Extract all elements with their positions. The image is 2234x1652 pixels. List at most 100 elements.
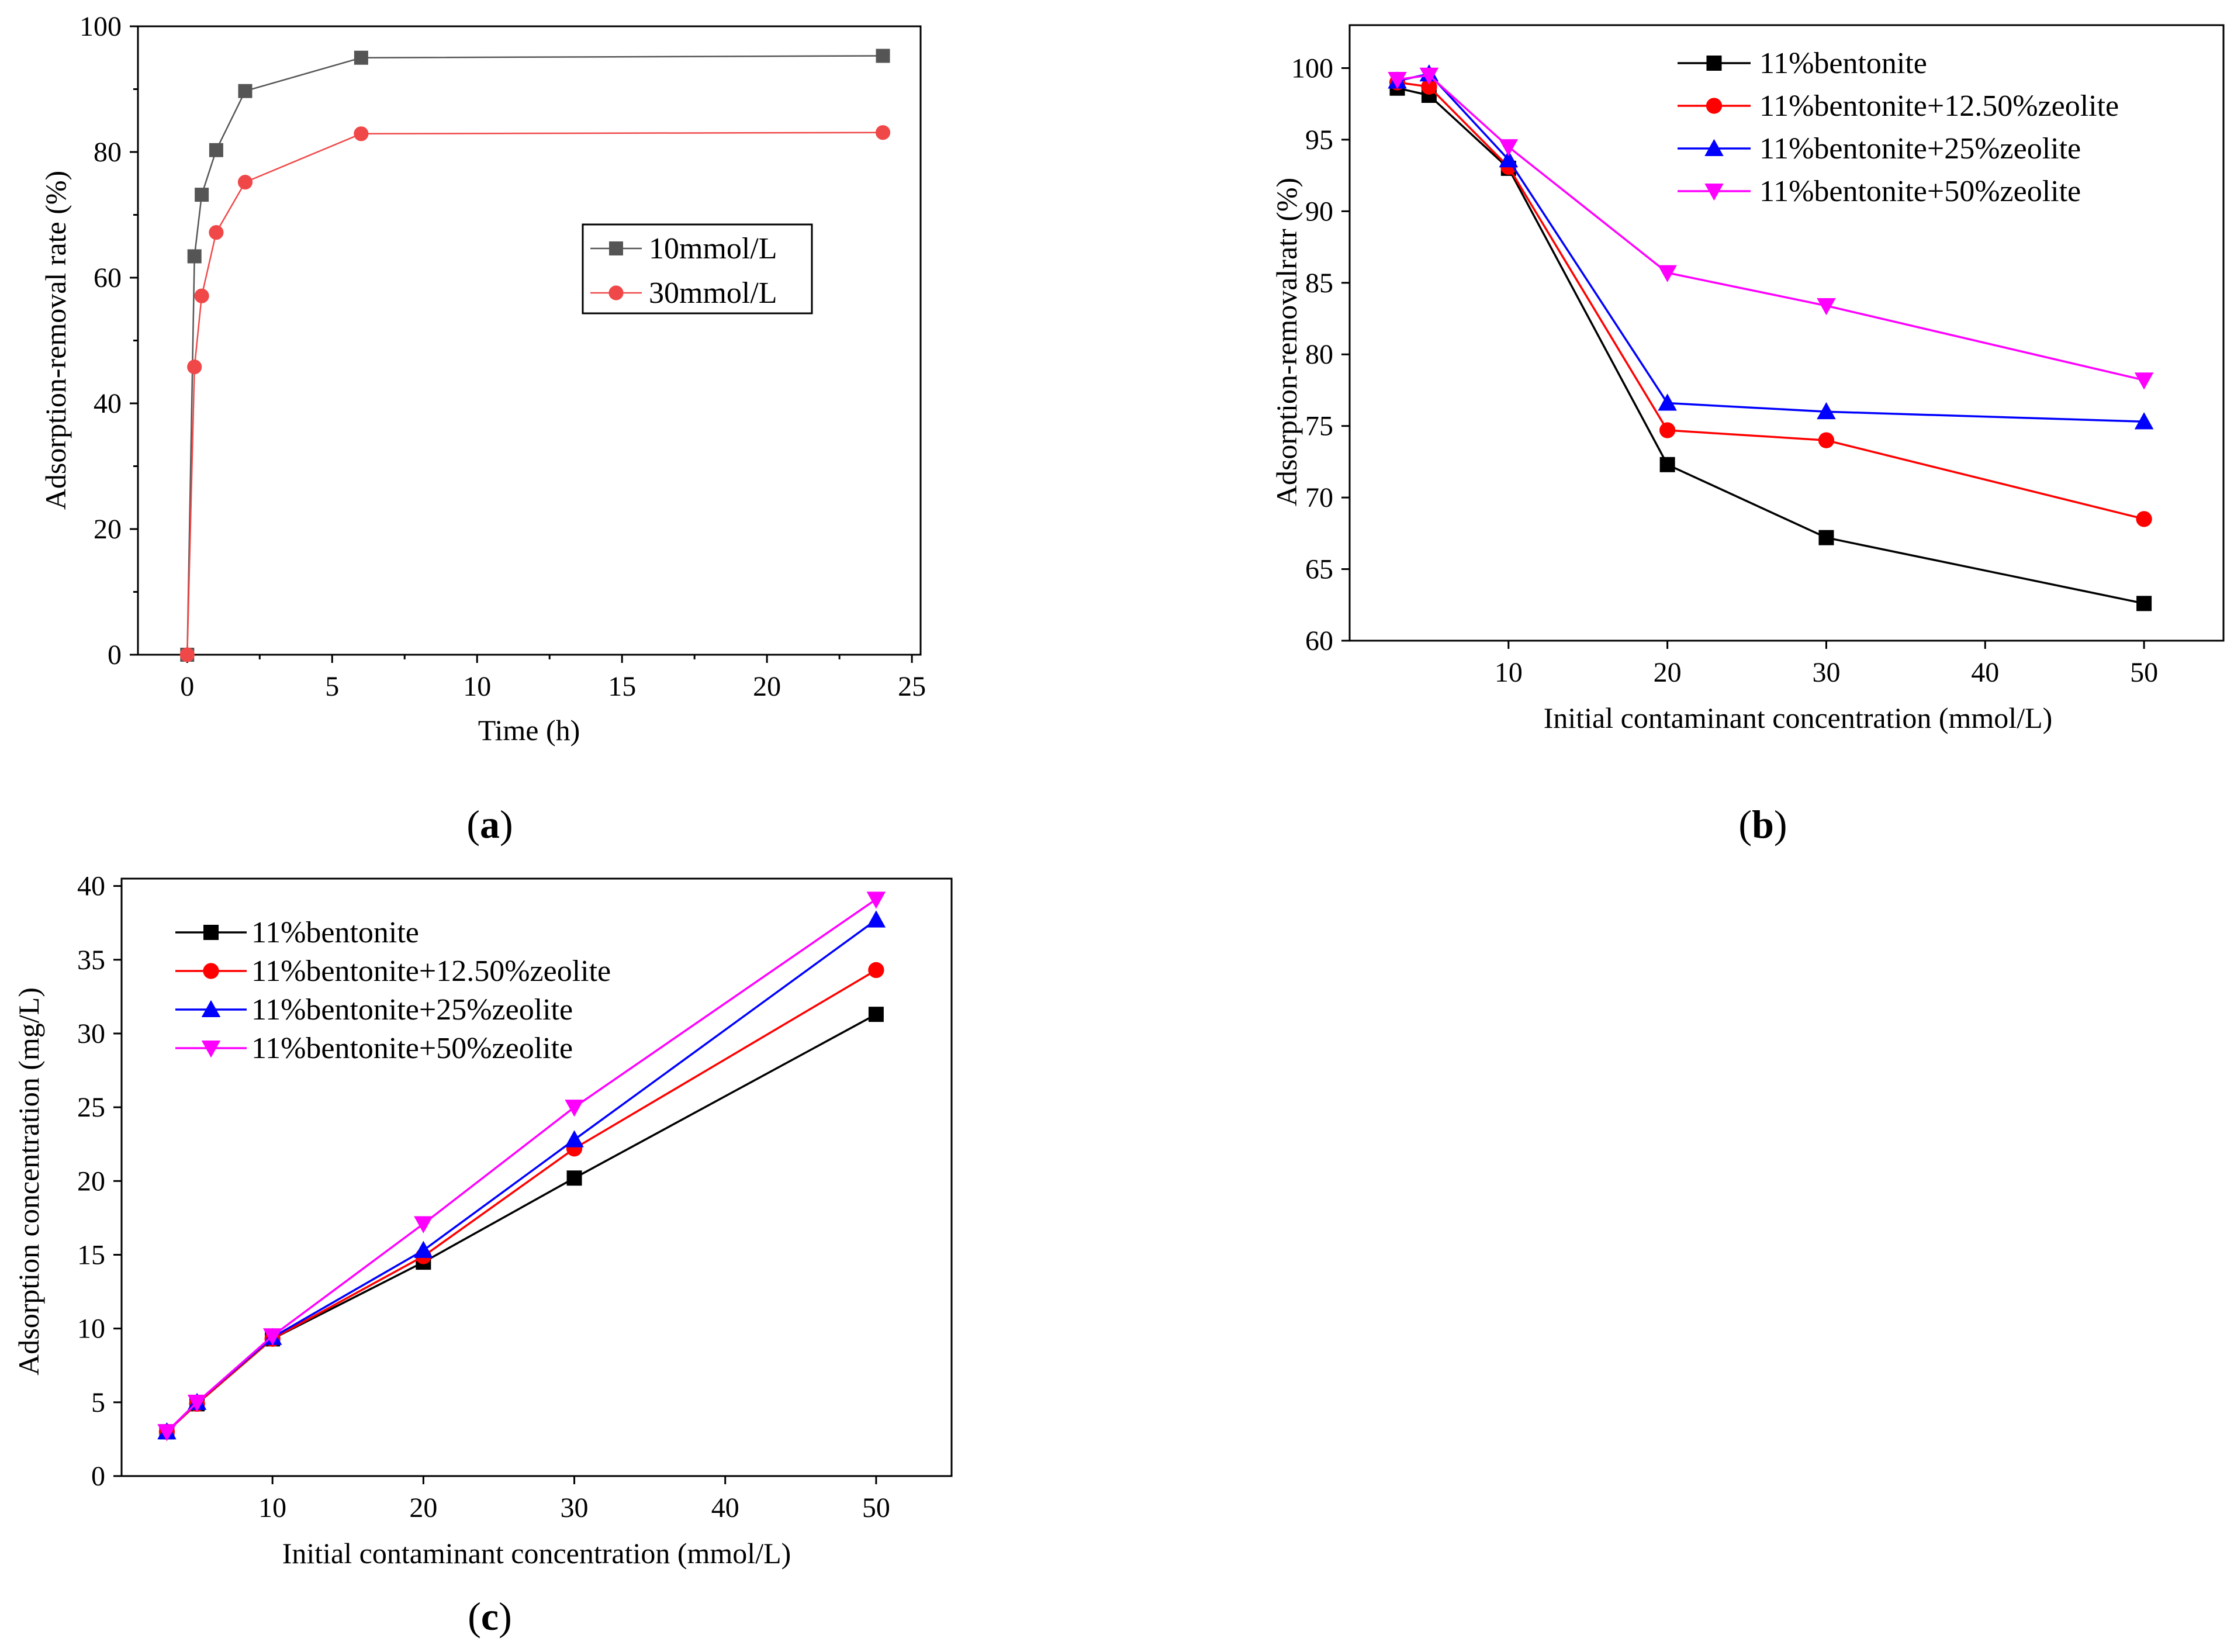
panel-b-legend-label-4: 11%bentonite+50%zeolite	[1759, 175, 2081, 208]
panel-c-y-tick-label: 20	[77, 1166, 105, 1197]
panel-b-legend-marker-1	[1706, 56, 1722, 71]
panel-b-legend: 11%bentonite 11%bentonite+12.50%zeolite 11…	[1678, 47, 2119, 208]
panel-c-data-point-4	[262, 1328, 282, 1346]
panel-c-series	[157, 891, 886, 1442]
panel-c-data-point-4	[187, 1394, 207, 1412]
panel-c-y-tick-label: 35	[77, 945, 105, 976]
panel-c-y-tick-label: 40	[77, 871, 105, 902]
panel-a-x-axis-title: Time (h)	[478, 714, 580, 746]
panel-a-legend-label-1: 10mmol/L	[649, 232, 777, 265]
panel-b-data-point-4	[1419, 67, 1439, 85]
panel-c-y-tick-label: 30	[77, 1018, 105, 1049]
panel-a-y-tick-label: 0	[108, 640, 122, 671]
panel-a-letter: a	[480, 802, 500, 846]
panel-b-data-point-2	[1659, 422, 1676, 438]
panel-a-x-tick-label: 20	[753, 671, 781, 702]
panel-b-data-point-4	[2134, 372, 2154, 390]
panel-c-data-point-4	[866, 891, 886, 909]
panel-c-x-tick-label: 50	[862, 1492, 890, 1523]
panel-b-data-point-4	[1658, 265, 1677, 282]
panel-a-data-point-2	[187, 360, 202, 375]
panel-c-y-tick-label: 5	[91, 1387, 105, 1418]
panel-b-x-axis-title: Initial contaminant concentration (mmol/…	[1544, 701, 2053, 734]
panel-c-data-point-1	[566, 1170, 582, 1186]
panel-c-legend-marker-4	[201, 1041, 221, 1058]
panel-c-data-point-3	[414, 1240, 433, 1258]
panel-a-data-point-1	[238, 84, 253, 98]
panel-b-data-point-4	[1817, 298, 1836, 316]
panel-a-y-tick-label: 20	[94, 514, 122, 545]
panel-b-y-tick-label: 95	[1305, 125, 1333, 155]
panel-b-series	[1388, 64, 2154, 611]
panel-b-legend-label-1: 11%bentonite	[1759, 47, 1927, 80]
panel-b-y-tick-label: 60	[1305, 625, 1333, 656]
panel-c-chart: 10 20 30 40 50 0 5 10 15 20 25 30 35 40 Initial conta…	[12, 871, 953, 1639]
panel-c-x-tick-label: 20	[409, 1492, 437, 1523]
panel-a-data-point-1	[209, 143, 223, 157]
panel-a-chart: 0 5 10 15 20 25 0 20 40 60 80 100 Time (h) Adsorpti…	[39, 11, 926, 846]
panel-a-series-line-2	[186, 132, 883, 655]
panel-a-series-line-1	[186, 55, 883, 655]
panel-c-series-line-1	[166, 1013, 877, 1433]
panel-c-x-axis-title: Initial contaminant concentration (mmol/…	[282, 1537, 791, 1570]
panel-a-data-point-1	[187, 249, 202, 264]
panel-a-legend: 10mmol/L 30mmol/L	[590, 232, 777, 310]
panel-c-y-tick-label: 10	[77, 1314, 105, 1345]
panel-b-y-tick-label: 80	[1305, 339, 1333, 370]
panel-b-data-point-3	[1817, 402, 1836, 420]
panel-a-y-tick-label: 100	[79, 11, 122, 42]
panel-b-data-point-1	[1818, 530, 1834, 545]
panel-c-series-line-4	[166, 898, 877, 1433]
panel-c-data-point-4	[565, 1100, 584, 1117]
panel-c-legend-label-2: 11%bentonite+12.50%zeolite	[251, 955, 611, 988]
panel-a-y-tick-label: 60	[94, 262, 122, 293]
panel-a-legend-marker-2	[608, 285, 624, 300]
panel-c-data-point-4	[414, 1216, 433, 1233]
panel-c-y-tick-label: 15	[77, 1239, 105, 1270]
panel-b-data-point-2	[2136, 511, 2152, 527]
panel-b-x-tick-label: 40	[1971, 657, 1999, 688]
panel-a-caption: (a)	[466, 802, 513, 846]
panel-c-data-point-3	[866, 910, 886, 928]
panel-a-data-point-1	[195, 188, 209, 202]
panel-a-axes: 0 5 10 15 20 25 0 20 40 60 80 100	[79, 11, 926, 702]
panel-c-data-point-3	[565, 1130, 584, 1148]
panel-b-data-point-4	[1388, 72, 1407, 89]
panel-c-legend-label-1: 11%bentonite	[251, 916, 419, 949]
panel-a-plot-frame	[137, 25, 922, 656]
panel-b-caption: (b)	[1738, 802, 1787, 846]
panel-c-caption: (c)	[468, 1594, 512, 1639]
panel-c-legend-marker-2	[203, 963, 219, 979]
panel-c-axes: 10 20 30 40 50 0 5 10 15 20 25 30 35 40	[77, 871, 890, 1523]
panel-a-x-tick-label: 0	[180, 671, 194, 702]
panel-a-x-tick-label: 25	[898, 671, 926, 702]
panel-a-data-point-2	[237, 175, 253, 190]
panel-b-plot-frame	[1348, 24, 2225, 642]
panel-b-x-tick-label: 20	[1654, 657, 1682, 688]
panel-b-legend-marker-2	[1706, 98, 1723, 114]
panel-a-data-point-2	[179, 647, 195, 662]
panel-c-legend-marker-3	[201, 1000, 221, 1017]
panel-a-y-axis-title: Adsorption-removal rate (%)	[39, 171, 72, 510]
panel-b-data-point-2	[1818, 432, 1835, 448]
panel-b-letter: b	[1752, 802, 1774, 846]
panel-c-legend-marker-1	[203, 925, 219, 940]
panel-c-data-point-1	[868, 1007, 884, 1022]
panel-b-chart: 10 20 30 40 50 60 65 70 75 80 85 90 95 100 Initial co…	[1270, 24, 2225, 846]
panel-b-y-tick-label: 65	[1305, 554, 1333, 585]
panel-b-y-tick-label: 90	[1305, 196, 1333, 227]
panel-a-data-point-2	[209, 225, 224, 240]
panel-a-legend-marker-1	[609, 241, 623, 255]
panel-c-y-tick-label: 0	[91, 1461, 105, 1492]
panel-a-y-tick-label: 40	[94, 388, 122, 419]
panel-a-x-tick-label: 10	[463, 671, 491, 702]
panel-c-legend: 11%bentonite 11%bentonite+12.50%zeolite 11…	[175, 916, 611, 1065]
panel-a-y-tick-label: 80	[94, 137, 122, 168]
panel-a-legend-label-2: 30mmol/L	[649, 277, 777, 310]
panel-a-data-point-1	[876, 49, 890, 63]
panel-a-legend-box	[582, 223, 813, 314]
panel-b-legend-label-3: 11%bentonite+25%zeolite	[1759, 132, 2081, 165]
panel-b-legend-marker-4	[1704, 184, 1724, 201]
panel-a-series	[179, 49, 891, 662]
